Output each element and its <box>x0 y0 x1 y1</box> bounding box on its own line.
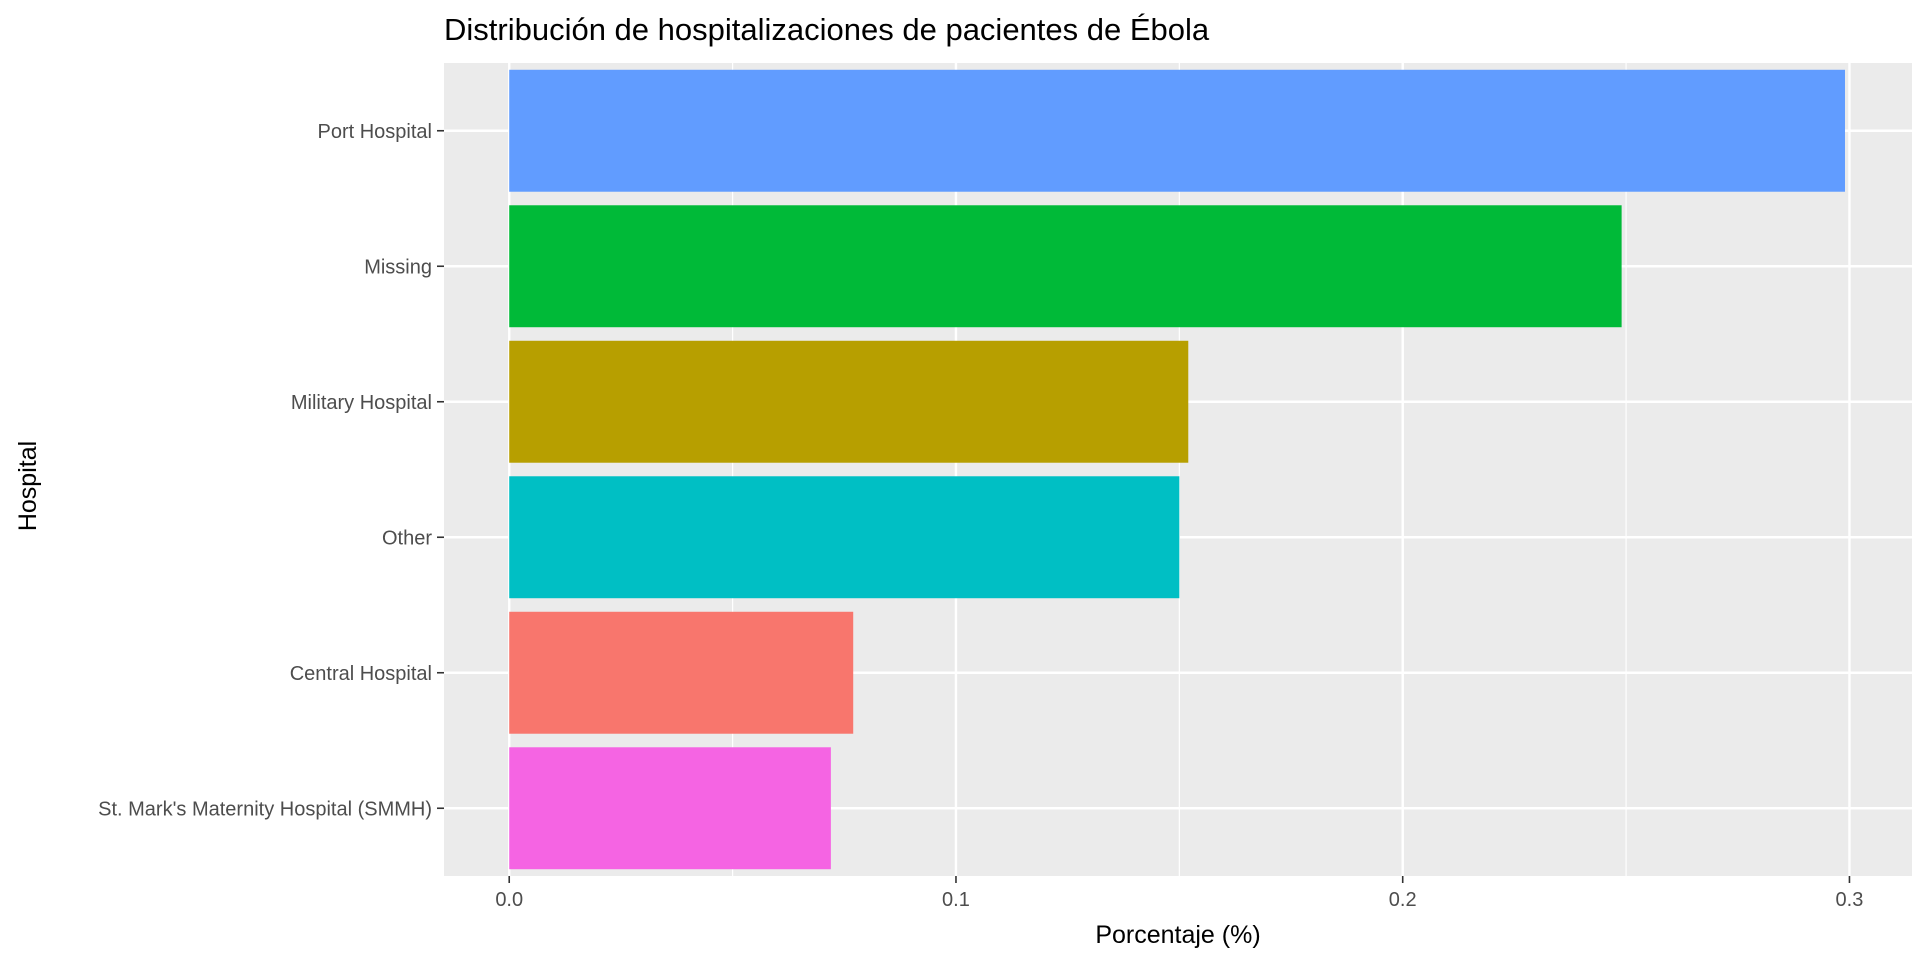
y-tick-label: St. Mark's Maternity Hospital (SMMH) <box>98 798 432 820</box>
x-tick-label: 0.1 <box>942 889 970 911</box>
x-tick-label: 0.0 <box>495 889 523 911</box>
y-axis: Port Hospital Missing Military Hospital Oth… <box>98 121 444 820</box>
bar <box>509 205 1622 328</box>
bar <box>509 69 1845 192</box>
bars <box>509 69 1845 870</box>
chart-title: Distribución de hospitalizaciones de pac… <box>444 12 1210 47</box>
plot-panel <box>444 63 1912 876</box>
y-tick-label: Military Hospital <box>291 392 432 414</box>
y-axis-title: Hospital <box>14 441 42 531</box>
bar <box>509 747 831 870</box>
bar <box>509 340 1189 463</box>
y-tick-label: Missing <box>364 256 432 278</box>
y-tick-label: Other <box>382 527 432 549</box>
x-axis-title: Porcentaje (%) <box>1095 921 1260 949</box>
y-tick-label: Port Hospital <box>318 121 433 143</box>
y-tick-label: Central Hospital <box>290 663 432 685</box>
bar <box>509 476 1180 599</box>
x-tick-label: 0.3 <box>1836 889 1864 911</box>
bar <box>509 611 854 734</box>
x-axis: 0.0 0.1 0.2 0.3 <box>495 876 1863 911</box>
x-tick-label: 0.2 <box>1389 889 1417 911</box>
